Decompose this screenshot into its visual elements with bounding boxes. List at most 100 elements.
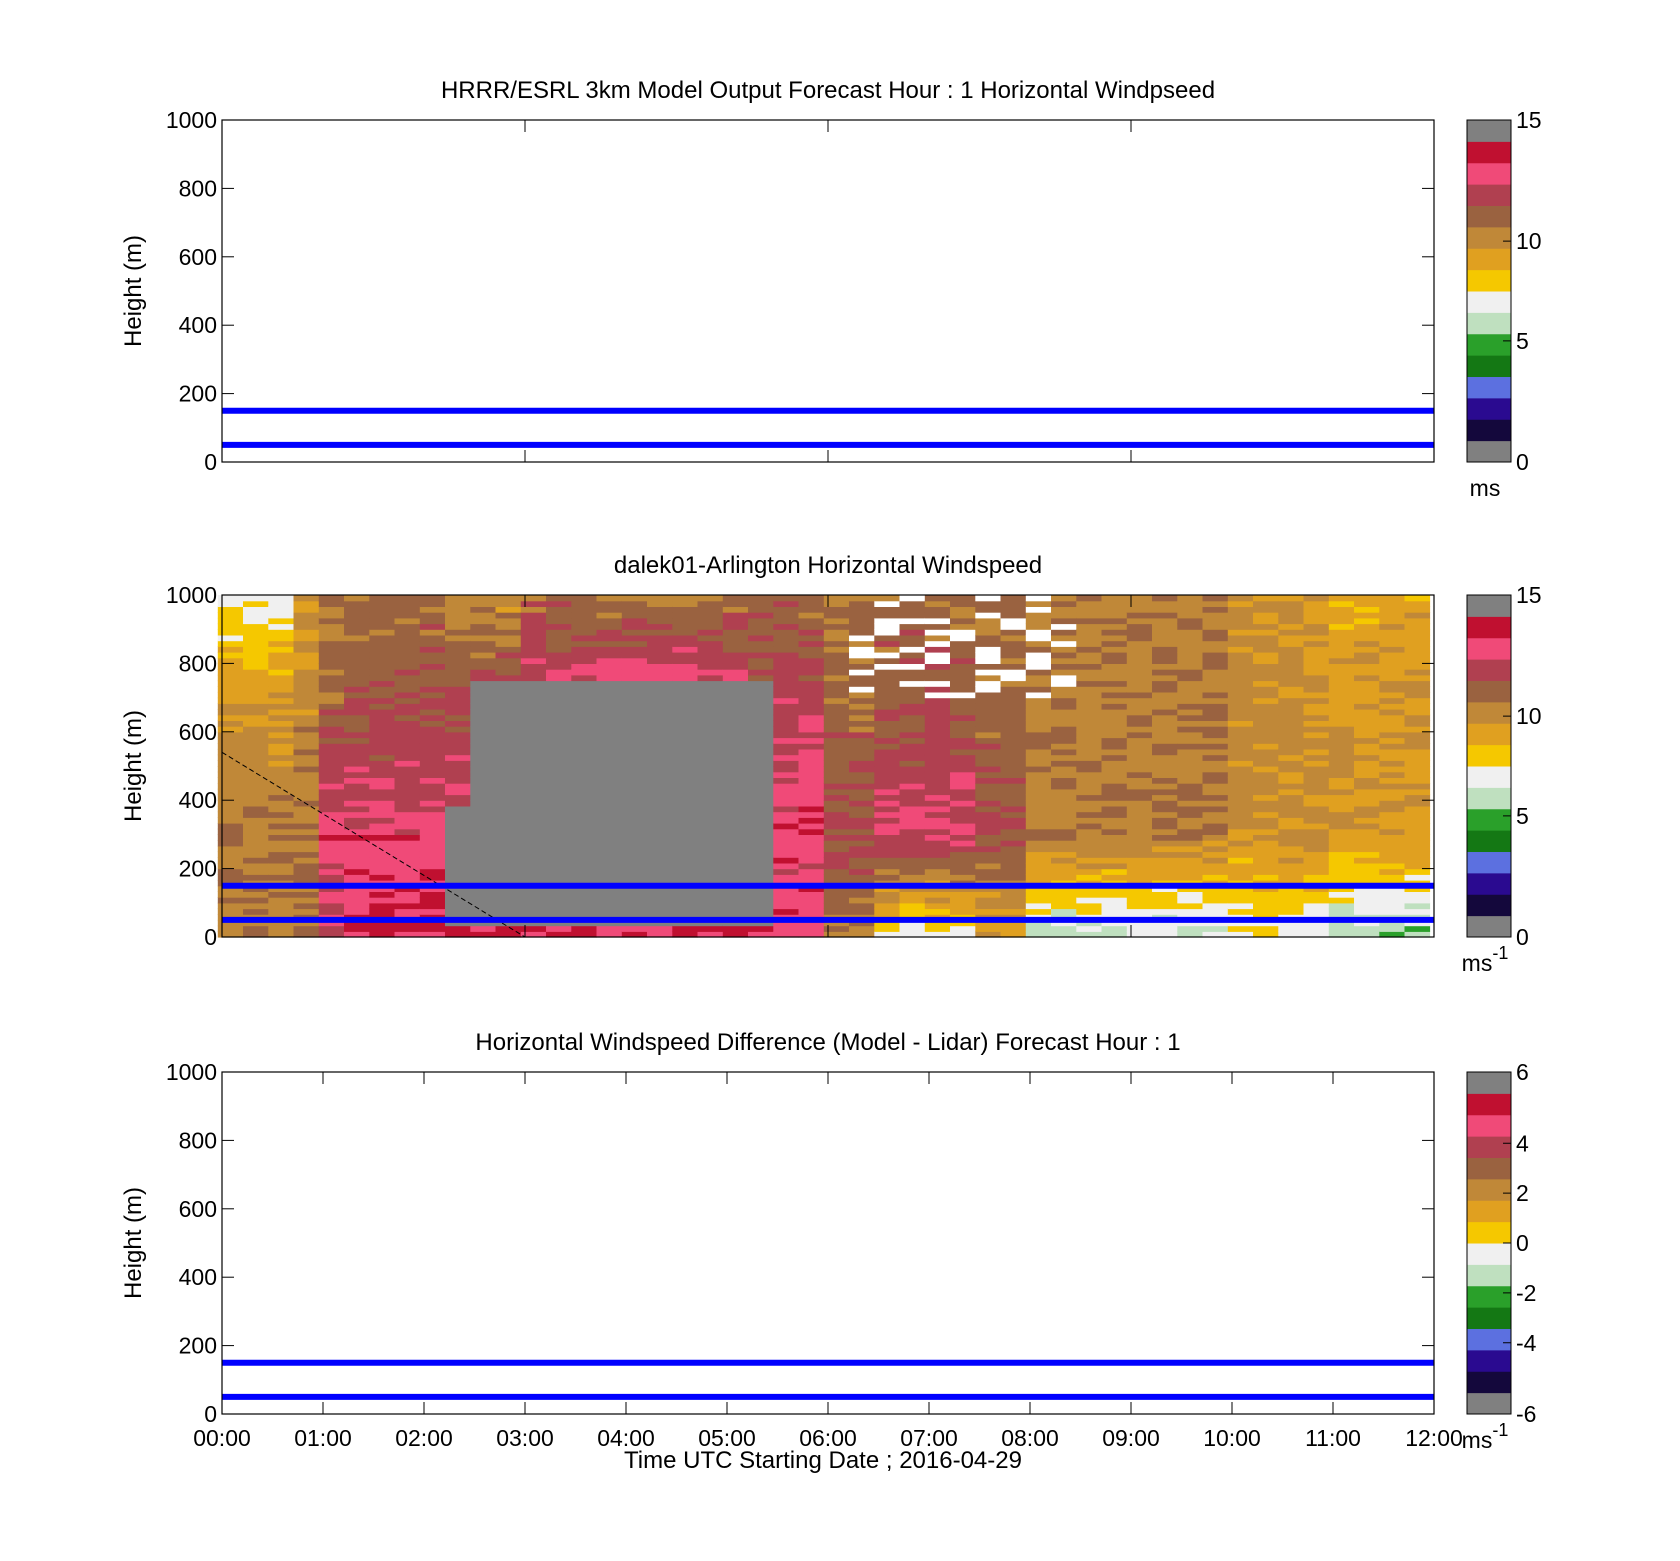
heatmap-cell [293,674,320,682]
heatmap-cell [798,652,825,659]
heatmap-cell [445,891,471,898]
heatmap-cell [874,748,900,756]
heatmap-cell [697,840,724,847]
heatmap-cell [546,794,572,801]
heatmap-cell [1025,840,1052,847]
heatmap-cell [1126,726,1153,733]
heatmap-cell [1328,663,1355,670]
heatmap-cell [1354,617,1380,625]
heatmap-cell [1051,703,1077,710]
heatmap-cell [773,697,799,704]
heatmap-cell [419,680,446,687]
heatmap-cell [950,612,976,619]
heatmap-cell [823,634,850,642]
heatmap-cell [344,680,370,687]
heatmap-cell [268,805,294,813]
heatmap-cell [899,800,926,807]
heatmap-cell [1328,919,1355,927]
heatmap-cell [722,754,749,761]
heatmap-cell [1202,862,1229,870]
heatmap-cell [268,891,294,898]
heatmap-cell [293,731,320,739]
heatmap-cell [1253,834,1279,841]
heatmap-cell [1051,663,1077,670]
heatmap-cell [1253,862,1279,870]
heatmap-cell [1202,743,1229,750]
heatmap-cell [394,908,421,915]
heatmap-cell [1354,828,1380,835]
heatmap-cell [318,919,345,927]
heatmap-cell [773,612,799,619]
heatmap-cell [1152,748,1178,756]
heatmap-cell [1303,897,1330,904]
heatmap-cell [1202,788,1229,796]
heatmap-cell [874,925,900,932]
heatmap-cell [1278,640,1304,647]
heatmap-cell [647,703,673,710]
heatmap-cell [924,891,951,898]
heatmap-cell [1177,828,1203,835]
heatmap-cell [1101,703,1128,710]
heatmap-cell [722,720,749,727]
heatmap-cell [1227,931,1254,938]
heatmap-cell [1051,834,1077,841]
heatmap-cell [394,794,421,801]
heatmap-cell [318,726,345,733]
heatmap-cell [344,600,370,607]
heatmap-cell [697,874,724,881]
heatmap-cell [1051,617,1077,625]
heatmap-cell [293,862,320,870]
heatmap-cell [546,771,572,778]
heatmap-cell [1076,788,1102,796]
heatmap-cell [1303,925,1330,932]
heatmap-cell [318,737,345,744]
colorbar-segment [1467,120,1511,142]
heatmap-cell [874,754,900,761]
heatmap-cell [1379,674,1405,682]
heatmap-cell [924,640,951,647]
heatmap-cell [419,777,446,784]
heatmap-cell [647,891,673,898]
heatmap-cell [823,697,850,704]
heatmap-cell [1202,737,1229,744]
heatmap-cell [1202,908,1229,915]
heatmap-cell [1126,640,1153,647]
heatmap-cell [318,834,345,841]
heatmap-cell [293,657,320,664]
heatmap-cell [470,783,496,790]
heatmap-cell [924,623,951,630]
heatmap-cell [823,919,850,927]
heatmap-cell [217,612,244,619]
heatmap-cell [369,851,395,858]
heatmap-cell [874,629,900,636]
heatmap-cell [1354,925,1380,932]
heatmap-cell [1404,726,1431,733]
heatmap-cell [1152,657,1178,664]
heatmap-cell [1076,634,1102,642]
heatmap-cell [1076,743,1102,750]
heatmap-cell [445,868,471,875]
heatmap-cell [899,805,926,813]
heatmap-cell [1076,697,1102,704]
heatmap-cell [596,771,623,778]
heatmap-cell [798,663,825,670]
heatmap-cell [975,600,1001,607]
heatmap-cell [1227,800,1254,807]
heatmap-cell [268,680,294,687]
heatmap-cell [1101,680,1128,687]
heatmap-cell [1328,652,1355,659]
heatmap-cell [1328,680,1355,687]
heatmap-cell [722,828,749,835]
heatmap-cell [1278,828,1304,835]
heatmap-cell [672,902,698,910]
heatmap-cell [1303,834,1330,841]
heatmap-cell [394,868,421,875]
heatmap-cell [722,595,749,602]
heatmap-cell [773,606,799,613]
heatmap-cell [1354,720,1380,727]
heatmap-cell [1278,794,1304,801]
heatmap-cell [1253,617,1279,625]
heatmap-cell [243,714,269,721]
y-tick-label: 800 [179,650,217,676]
heatmap-cell [1404,737,1431,744]
